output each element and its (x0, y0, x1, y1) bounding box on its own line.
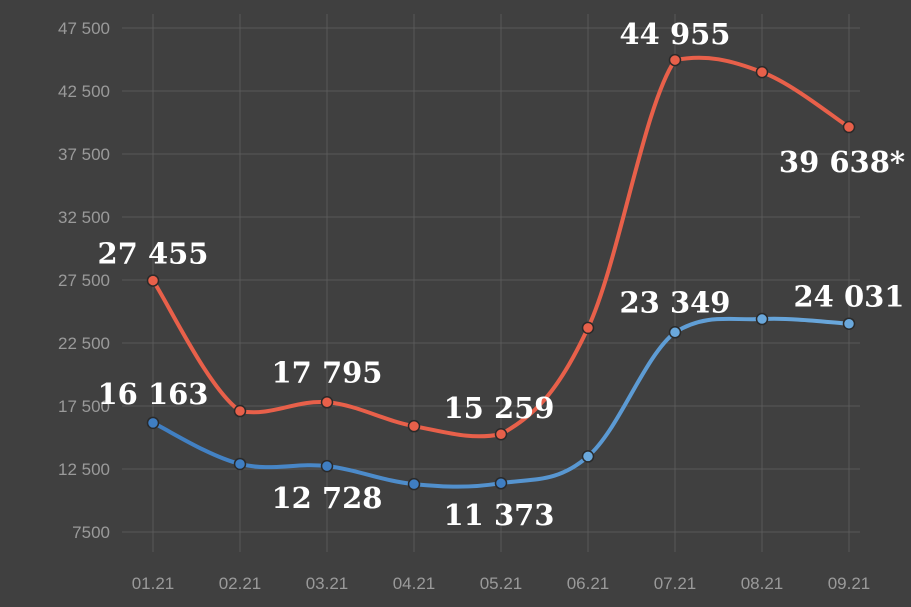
y-tick-label: 47 500 (58, 19, 110, 38)
data-point (233, 404, 247, 418)
data-label: 12 728 (272, 481, 383, 515)
data-point (146, 274, 160, 287)
y-tick-label: 22 500 (58, 334, 110, 353)
x-tick-label: 01.21 (132, 574, 175, 593)
data-labels: 27 455 17 795 15 259 44 955 39 638* 16 163 12 … (98, 17, 906, 532)
data-point (668, 326, 682, 339)
y-axis-ticks: 47 500 42 500 37 500 32 500 27 500 22 500 17 5… (58, 19, 110, 542)
y-tick-label: 27 500 (58, 271, 110, 290)
x-tick-label: 02.21 (219, 574, 262, 593)
gridlines (122, 14, 860, 552)
series-line-1 (151, 55, 851, 439)
data-label: 15 259 (444, 391, 555, 425)
data-label: 16 163 (98, 377, 209, 411)
series-markers (146, 53, 856, 491)
data-point (320, 459, 334, 473)
y-tick-label: 37 500 (58, 145, 110, 164)
data-point (407, 419, 421, 433)
data-point (668, 53, 682, 67)
x-tick-label: 09.21 (828, 574, 871, 593)
x-axis-ticks: 01.21 02.21 03.21 04.21 05.21 06.21 07.21 08.21… (132, 574, 871, 593)
x-tick-label: 06.21 (567, 574, 610, 593)
y-tick-label: 42 500 (58, 82, 110, 101)
data-point (320, 396, 334, 409)
x-tick-label: 05.21 (480, 574, 523, 593)
data-point (842, 317, 856, 330)
x-tick-label: 03.21 (306, 574, 349, 593)
data-point (842, 120, 856, 134)
data-point (755, 312, 769, 326)
y-tick-label: 7500 (72, 523, 110, 542)
data-point (494, 427, 508, 441)
data-label: 24 031 (794, 280, 905, 314)
data-point (581, 450, 595, 463)
data-label: 27 455 (98, 237, 209, 271)
data-point (407, 477, 421, 491)
data-label: 17 795 (272, 355, 383, 389)
data-point (581, 321, 595, 335)
x-tick-label: 04.21 (393, 574, 436, 593)
data-label: 44 955 (620, 17, 731, 51)
x-tick-label: 08.21 (741, 574, 784, 593)
y-tick-label: 17 500 (58, 397, 110, 416)
data-point (233, 457, 247, 471)
x-tick-label: 07.21 (654, 574, 697, 593)
data-point (146, 416, 160, 430)
data-point (494, 476, 508, 490)
data-point (755, 65, 769, 79)
data-label: 39 638* (779, 145, 905, 179)
data-label: 23 349 (620, 285, 731, 319)
y-tick-label: 12 500 (58, 460, 110, 479)
y-tick-label: 32 500 (58, 208, 110, 227)
data-label: 11 373 (444, 498, 555, 532)
